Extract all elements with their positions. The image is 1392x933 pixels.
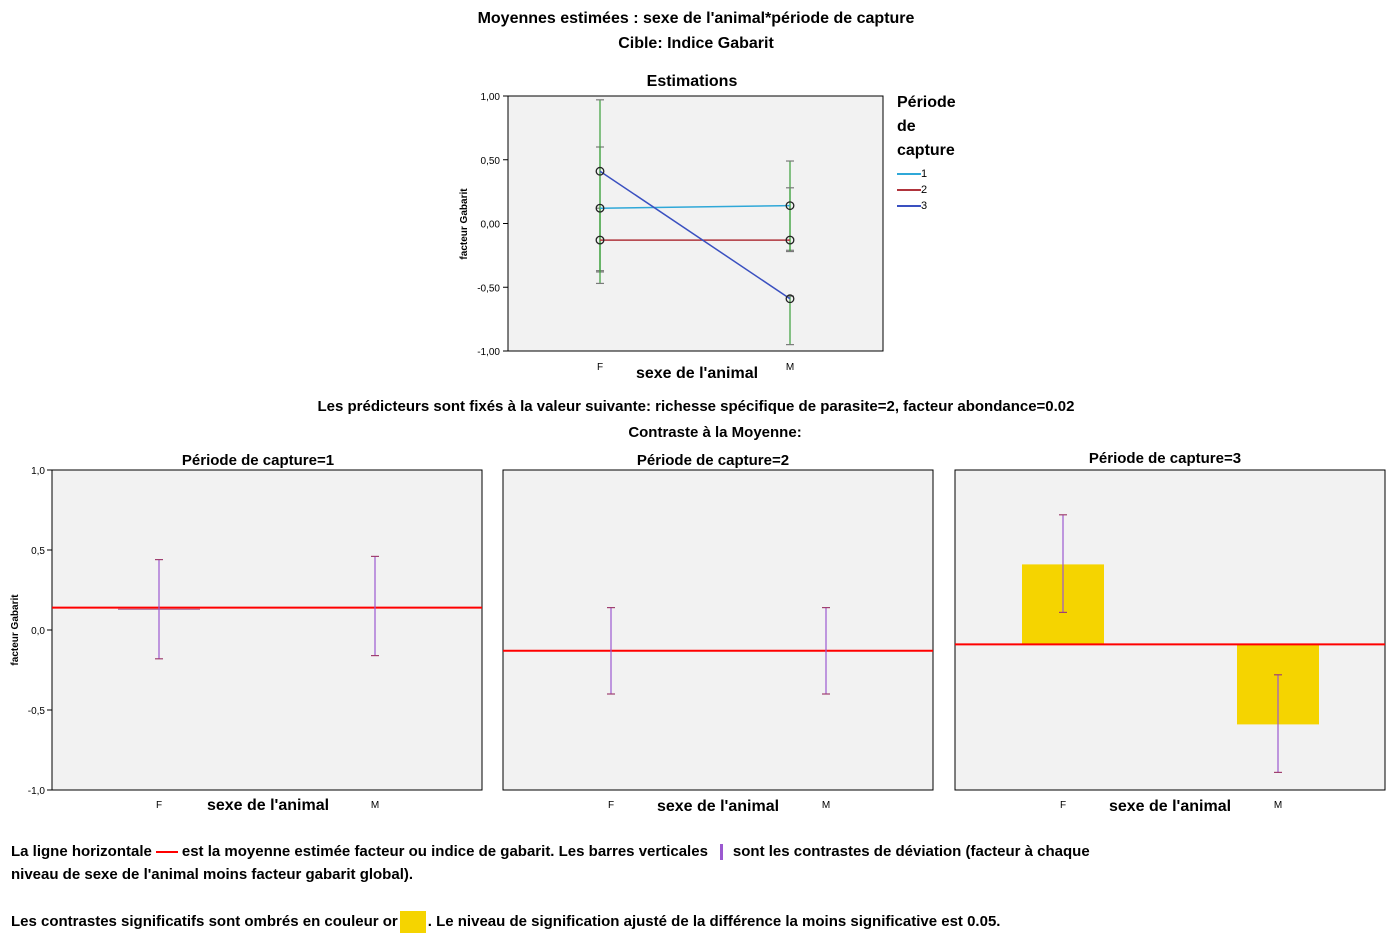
panel-2-x-tick-m: M — [822, 800, 830, 811]
estimations-x-label: sexe de l'animal — [636, 365, 758, 382]
panel-2-title: Période de capture=2 — [637, 452, 789, 469]
panel-3-x-tick-f: F — [1060, 800, 1066, 811]
estimations-series — [595, 99, 795, 346]
legend-item-3: 3 — [897, 198, 927, 214]
y-tick-label: 0,0 — [31, 626, 45, 637]
panel-1-title: Période de capture=1 — [182, 452, 334, 469]
predictors-note: Les prédicteurs sont fixés à la valeur s… — [317, 398, 1075, 415]
series-point-1 — [595, 203, 605, 213]
y-tick-label: 0,5 — [31, 546, 45, 557]
series-point-3 — [785, 294, 795, 304]
series-point-2 — [785, 235, 795, 245]
series-line-1 — [599, 204, 791, 209]
panel-3-marks — [955, 514, 1385, 773]
legend-swatch-3 — [897, 205, 921, 208]
footer-line-2: niveau de sexe de l'animal moins facteur… — [11, 866, 414, 883]
x-tick-label-f: F — [597, 362, 603, 373]
chart-main-title: Moyennes estimées : sexe de l'animal*pér… — [477, 10, 915, 27]
y-tick-label: 0,50 — [481, 156, 501, 167]
panel-2-marks — [503, 607, 933, 695]
series-point-3 — [595, 166, 605, 176]
contrast-bar-swatch — [719, 844, 723, 861]
panel-3-title: Période de capture=3 — [1089, 450, 1241, 467]
panel-3-plot-area — [954, 469, 1386, 791]
panel-3-x-tick-m: M — [1274, 800, 1282, 811]
legend-item-2: 2 — [897, 182, 927, 198]
y-tick-label: 0,00 — [481, 220, 501, 231]
series-point-2 — [595, 235, 605, 245]
contrast-panel-2: Période de capture=2 F M sexe de l'anima… — [502, 452, 934, 815]
y-tick-label: -1,00 — [477, 347, 500, 358]
legend: 1 2 3 — [897, 166, 927, 214]
contrast-heading: Contraste à la Moyenne: — [628, 424, 802, 441]
y-tick-label: -1,0 — [28, 786, 46, 797]
panel-1-y-label: facteur Gabarit — [10, 594, 21, 666]
y-tick-label: 1,00 — [481, 92, 501, 103]
legend-item-1: 1 — [897, 166, 927, 182]
estimations-chart: Estimations 1,00 0,50 0,00 -0,50 -1,00 F M s… — [459, 73, 884, 382]
panel-1-x-label: sexe de l'animal — [207, 797, 329, 814]
panel-1-plot-area — [51, 469, 483, 791]
y-tick-label: -0,5 — [28, 706, 46, 717]
panel-2-x-tick-f: F — [608, 800, 614, 811]
panel-2-x-label: sexe de l'animal — [657, 798, 779, 815]
series-line-3 — [599, 170, 791, 300]
legend-swatch-1 — [897, 173, 921, 176]
panel-1-y-axis: 1,0 0,5 0,0 -0,5 -1,0 — [28, 466, 52, 797]
legend-swatch-2 — [897, 189, 921, 192]
estimations-plot-area — [507, 95, 884, 352]
x-tick-label-m: M — [786, 362, 794, 373]
estimations-y-label: facteur Gabarit — [459, 188, 470, 260]
y-tick-label: 1,0 — [31, 466, 45, 477]
significant-swatch — [399, 911, 426, 933]
contrast-panel-3: Période de capture=3 F M sexe de l'anima… — [954, 450, 1386, 815]
estimations-title: Estimations — [647, 73, 738, 90]
estimations-y-axis: 1,00 0,50 0,00 -0,50 -1,00 — [477, 92, 508, 358]
y-tick-label: -0,50 — [477, 283, 500, 294]
panel-3-x-label: sexe de l'animal — [1109, 798, 1231, 815]
footer-note: La ligne horizontale est la moyenne estim… — [11, 840, 1386, 933]
series-point-1 — [785, 201, 795, 211]
panel-1-marks — [52, 555, 482, 660]
footer-line-1: La ligne horizontale est la moyenne estim… — [11, 843, 1090, 861]
legend-title: Période de capture — [897, 94, 956, 159]
panel-1-x-tick-m: M — [371, 800, 379, 811]
panel-1-x-tick-f: F — [156, 800, 162, 811]
contrast-panel-1: Période de capture=1 1,0 0,5 0,0 -0,5 -1,0 F… — [10, 452, 483, 814]
chart-subtitle: Cible: Indice Gabarit — [618, 35, 774, 52]
mean-line-swatch — [155, 851, 178, 854]
panel-2-plot-area — [502, 469, 934, 791]
footer-line-3: Les contrastes significatifs sont ombrés… — [11, 910, 1386, 933]
